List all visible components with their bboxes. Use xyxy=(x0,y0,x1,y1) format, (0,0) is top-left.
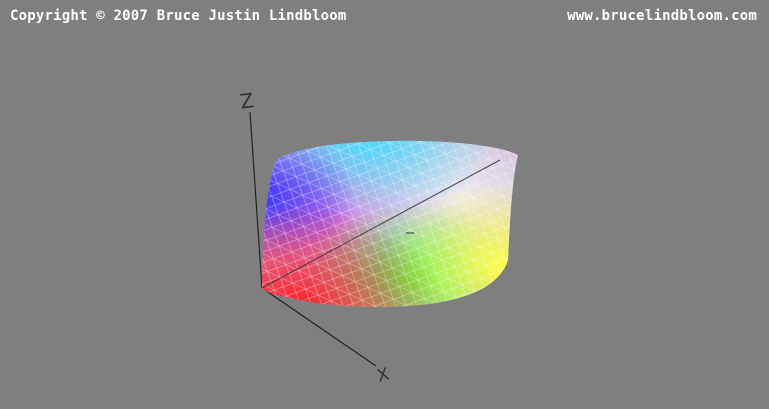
copyright-text: Copyright © 2007 Bruce Justin Lindbloom xyxy=(10,8,347,24)
gamut-solid xyxy=(262,140,518,308)
z-axis-label: Z xyxy=(239,88,256,114)
y-axis-line xyxy=(261,159,501,289)
x-axis-label: X xyxy=(375,364,392,386)
website-link[interactable]: www.brucelindbloom.com xyxy=(567,8,757,24)
z-axis-line xyxy=(249,111,263,289)
x-axis-line xyxy=(261,287,377,367)
